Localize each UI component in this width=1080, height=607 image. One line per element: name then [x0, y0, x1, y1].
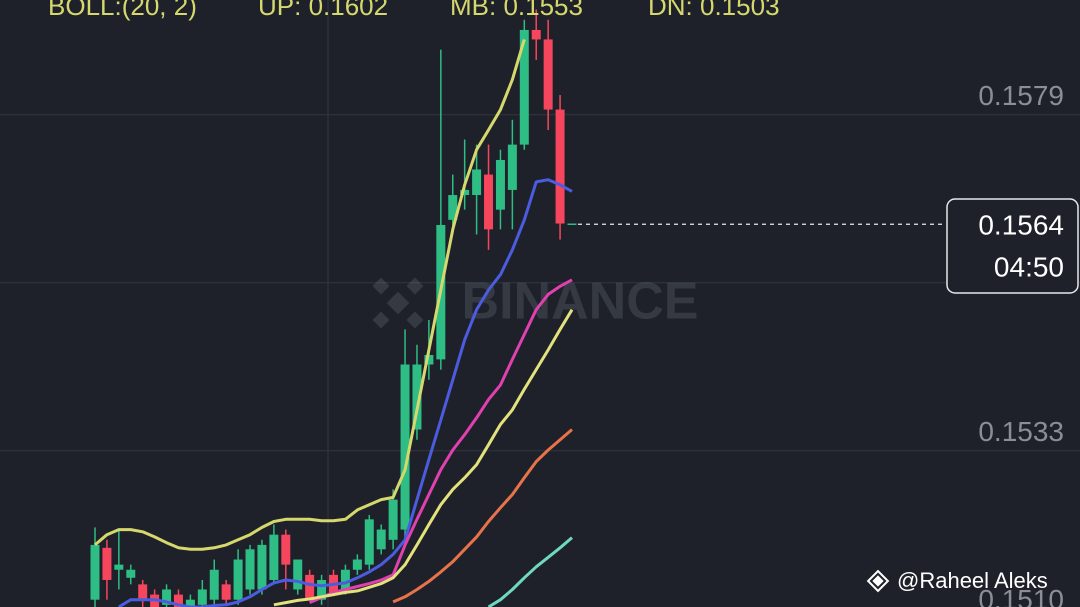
candle-body	[472, 169, 482, 196]
candle-body	[460, 189, 470, 196]
indicator-up: UP: 0.1602	[258, 0, 388, 21]
candle-body	[126, 569, 136, 578]
candle-body	[173, 594, 183, 607]
watermark-text: BINANCE	[462, 273, 699, 331]
watermark: BINANCE	[372, 273, 699, 331]
candle-body	[197, 589, 207, 605]
candle-body	[317, 579, 327, 600]
y-tick-label: 0.1579	[978, 80, 1064, 111]
indicator-labels: BOLL:(20, 2) UP: 0.1602 MB: 0.1553 DN: 0…	[48, 0, 780, 21]
candle-body	[352, 559, 362, 570]
y-tick-label: 0.1510	[978, 584, 1064, 607]
y-tick-label: 0.1533	[978, 416, 1064, 447]
candle-body	[543, 39, 553, 110]
candle-body	[185, 599, 195, 607]
candle-body	[221, 584, 231, 600]
candle-body	[412, 364, 422, 430]
candle-body	[305, 574, 315, 600]
candle-body	[531, 29, 541, 40]
indicator-line	[309, 278, 573, 604]
candle-body	[519, 29, 529, 145]
credit-text: @Raheel Aleks	[897, 568, 1048, 593]
indicator-line	[273, 308, 574, 607]
candle-body	[102, 547, 112, 580]
credit: @Raheel Aleks	[866, 568, 1048, 593]
candle-body	[269, 534, 279, 580]
indicator-line	[487, 536, 573, 607]
price-box-frame	[946, 198, 1079, 294]
candle-body	[484, 174, 494, 230]
credit-icon	[866, 569, 890, 593]
candle-body	[567, 223, 577, 226]
candle-body	[364, 519, 374, 565]
candle-body	[340, 569, 350, 590]
indicator-line	[118, 178, 573, 607]
indicator-mb: MB: 0.1553	[450, 0, 583, 21]
candle-body	[388, 499, 398, 540]
candle-body	[209, 569, 219, 600]
candle-body	[376, 529, 386, 550]
indicator-line	[392, 428, 573, 604]
indicator-line	[94, 38, 526, 551]
candle-body	[281, 534, 291, 565]
candle-body	[293, 559, 303, 590]
candle-body	[555, 109, 565, 224]
plot	[90, 9, 946, 607]
candle-body	[114, 564, 124, 570]
candle-body	[162, 589, 172, 605]
countdown-label: 04:50	[994, 251, 1064, 282]
candle-body	[400, 364, 410, 530]
indicator-params: BOLL:(20, 2)	[48, 0, 197, 21]
candle-body	[257, 544, 267, 590]
candle-body	[495, 159, 505, 210]
candle-body	[448, 195, 458, 220]
candle-body	[507, 144, 517, 190]
price-box: 0.1564 04:50	[946, 198, 1079, 294]
candle-body	[245, 549, 255, 590]
candle-body	[424, 354, 434, 365]
candle-body	[90, 544, 100, 600]
indicator-dn: DN: 0.1503	[648, 0, 780, 21]
last-price-label: 0.1564	[978, 209, 1064, 240]
candle-body	[138, 584, 148, 600]
candle-body	[233, 559, 243, 600]
